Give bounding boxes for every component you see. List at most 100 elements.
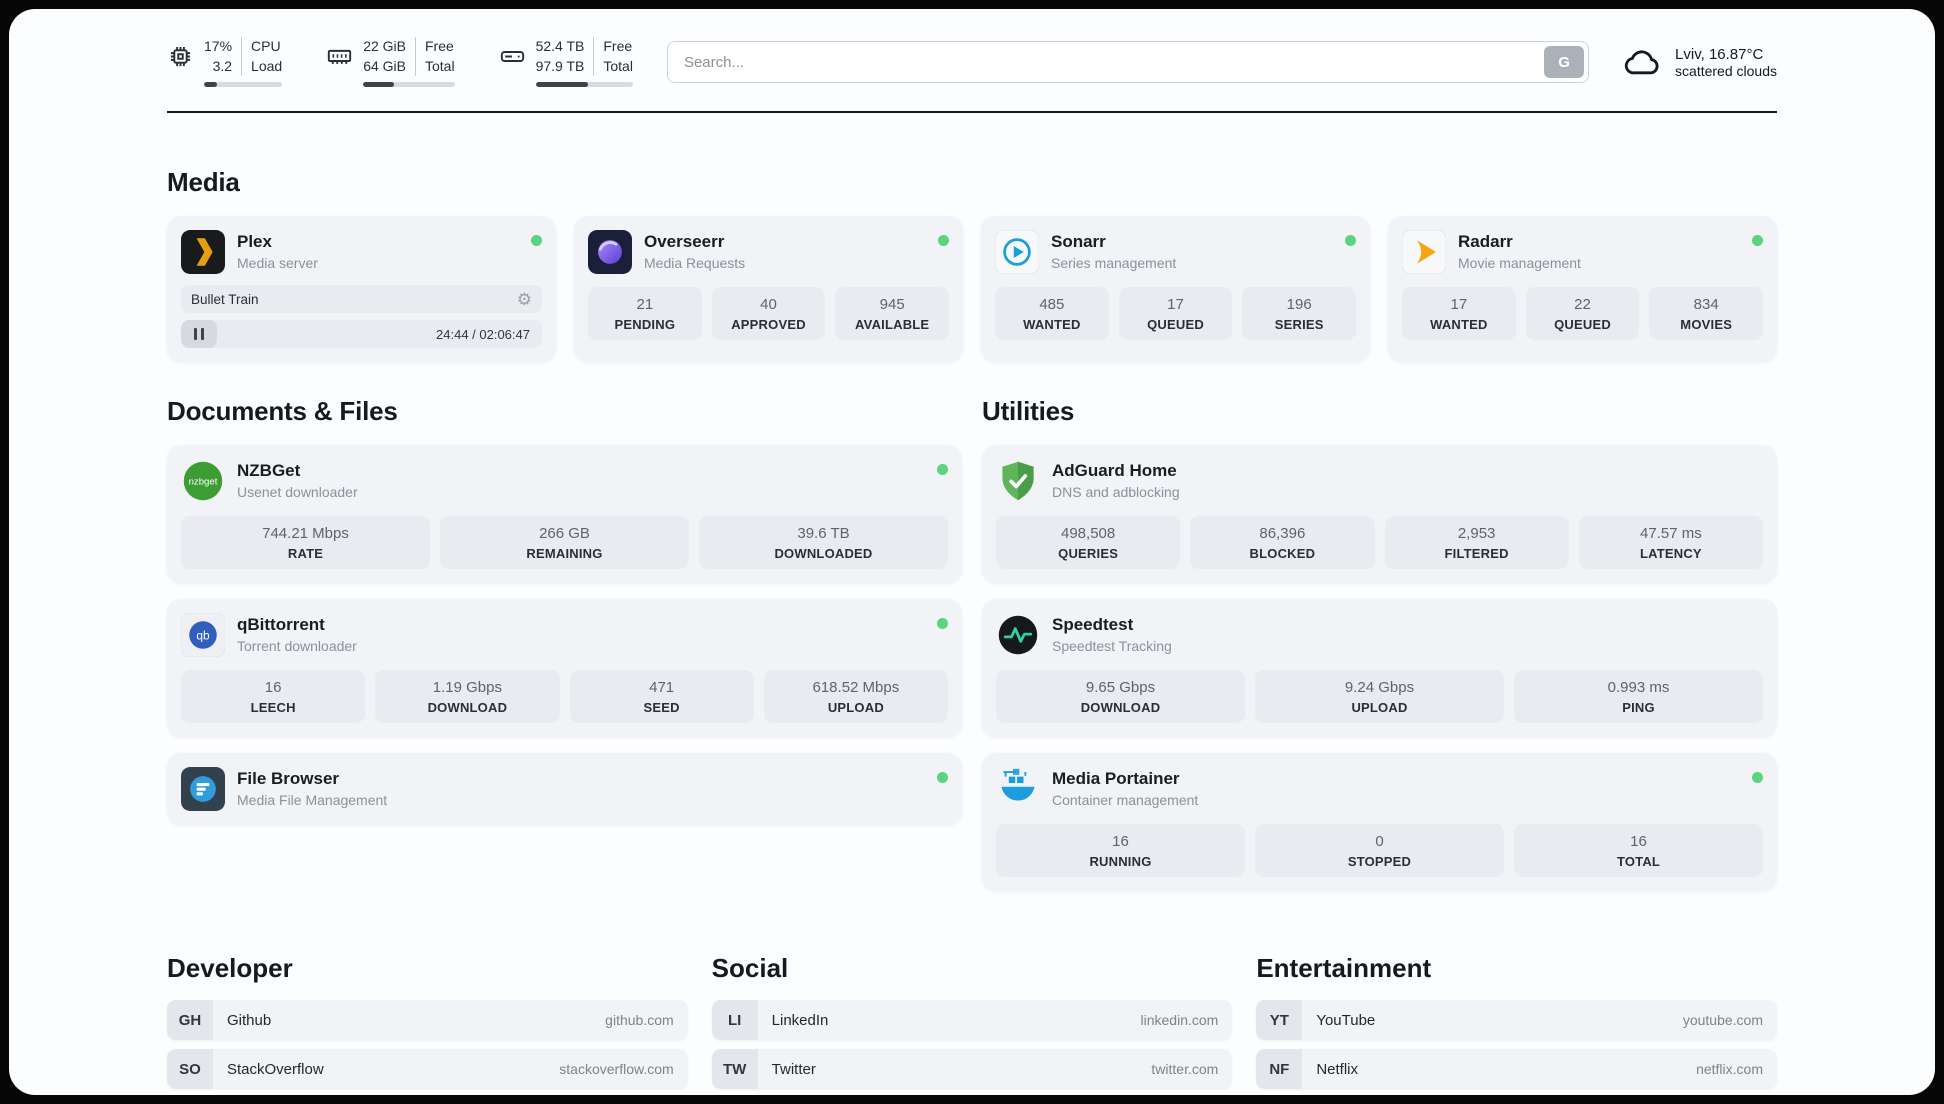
search-input[interactable]	[666, 41, 1590, 84]
cloud-icon	[1624, 50, 1659, 75]
stat-pending: 21 PENDING	[588, 287, 702, 341]
stat-available: 945 AVAILABLE	[835, 287, 950, 341]
developer-group-title: Developer	[167, 953, 293, 984]
netflix-abbr-icon: NF	[1256, 1049, 1303, 1090]
status-dot	[1752, 235, 1763, 247]
app-description: Speedtest Tracking	[1052, 638, 1172, 655]
app-card-portainer[interactable]: Media Portainer Container management 16 …	[982, 753, 1777, 892]
twitter-abbr-icon: TW	[711, 1049, 758, 1090]
app-name: NZBGet	[237, 461, 301, 481]
system-stats: 17% 3.2 CPU Load	[167, 37, 633, 88]
pause-button[interactable]	[181, 320, 217, 349]
cpu-stat: 17% 3.2 CPU Load	[167, 37, 283, 88]
adguard-icon	[996, 459, 1040, 503]
filebrowser-icon	[181, 767, 225, 812]
stat-wanted: 17 WANTED	[1402, 287, 1516, 341]
status-dot	[531, 235, 542, 247]
nzbget-icon: nzbget	[181, 459, 225, 503]
stat-running: 16 RUNNING	[996, 824, 1245, 878]
stat-download: 9.65 Gbps DOWNLOAD	[996, 670, 1245, 724]
search-bar: G	[666, 41, 1590, 84]
playback-progress-bar[interactable]: 24:44 / 02:06:47	[181, 320, 542, 349]
memory-icon	[328, 50, 352, 64]
status-dot	[1345, 235, 1356, 247]
app-name: AdGuard Home	[1052, 461, 1177, 481]
stat-queued: 22 QUEUED	[1525, 287, 1640, 341]
stat-blocked: 86,396 BLOCKED	[1190, 516, 1375, 570]
stat-download: 1.19 Gbps DOWNLOAD	[375, 670, 560, 724]
stat-upload: 618.52 Mbps UPLOAD	[763, 670, 948, 724]
settings-gear-icon[interactable]: ⚙︎	[516, 289, 532, 309]
app-description: Media server	[237, 255, 318, 272]
weather-location: Lviv, 16.87°C	[1675, 45, 1764, 63]
app-card-overseerr[interactable]: Overseerr Media Requests 21 PENDING 40 A…	[574, 216, 963, 363]
youtube-abbr-icon: YT	[1256, 1000, 1303, 1041]
stat-seed: 471 SEED	[569, 670, 754, 724]
cpu-usage-label: CPU	[251, 38, 281, 54]
github-abbr-icon: GH	[167, 1000, 213, 1041]
stat-movies: 834 MOVIES	[1649, 287, 1764, 341]
bookmark-youtube[interactable]: YT YouTube youtube.com	[1256, 1000, 1777, 1041]
plex-now-playing: Bullet Train ⚙︎ 24:44 / 02:06:47	[181, 285, 542, 349]
svg-text:qb: qb	[196, 629, 210, 643]
stat-total: 16 TOTAL	[1514, 824, 1763, 878]
stat-leech: 16 LEECH	[181, 670, 366, 724]
stackoverflow-abbr-icon: SO	[167, 1049, 213, 1090]
app-description: Media File Management	[237, 792, 388, 809]
speedtest-icon	[996, 613, 1040, 657]
app-card-speedtest[interactable]: Speedtest Speedtest Tracking 9.65 Gbps D…	[982, 599, 1777, 738]
bookmark-linkedin[interactable]: LI LinkedIn linkedin.com	[711, 1000, 1233, 1041]
memory-progress-bar	[363, 82, 455, 88]
app-card-sonarr[interactable]: Sonarr Series management 485 WANTED 17 Q…	[981, 216, 1370, 363]
app-card-radarr[interactable]: Radarr Movie management 17 WANTED 22 QUE…	[1388, 216, 1777, 363]
stat-latency: 47.57 ms LATENCY	[1578, 516, 1763, 570]
svg-text:nzbget: nzbget	[189, 477, 218, 488]
app-card-filebrowser[interactable]: File Browser Media File Management	[167, 753, 962, 826]
disk-free-label: Free	[603, 38, 633, 54]
bookmark-group-entertainment: Entertainment YT YouTube youtube.com NF …	[1256, 953, 1777, 1095]
weather-widget[interactable]: Lviv, 16.87°C scattered clouds	[1623, 42, 1777, 82]
overseerr-icon	[588, 230, 632, 275]
cpu-load-label: Load	[251, 57, 283, 74]
bookmark-netflix[interactable]: NF Netflix netflix.com	[1256, 1049, 1777, 1090]
now-playing-title: Bullet Train	[191, 291, 259, 307]
app-description: Series management	[1051, 255, 1177, 272]
app-card-nzbget[interactable]: nzbget NZBGet Usenet downloader 744.21 M…	[167, 445, 962, 584]
cpu-load-value: 3.2	[212, 57, 233, 74]
memory-free-label: Free	[425, 38, 454, 54]
disk-stat: 52.4 TB 97.9 TB Free Total	[499, 37, 633, 88]
stat-rate: 744.21 Mbps RATE	[181, 516, 430, 570]
bookmark-group-social: Social LI LinkedIn linkedin.com TW Twitt…	[711, 953, 1233, 1095]
bookmark-stackoverflow[interactable]: SO StackOverflow stackoverflow.com	[167, 1049, 688, 1090]
section-documents-files: Documents & Files nzbget NZBGet Usenet d	[167, 396, 962, 891]
utilities-section-title: Utilities	[982, 396, 1075, 427]
search-engine-button[interactable]: G	[1544, 46, 1585, 79]
memory-total-label: Total	[425, 57, 455, 74]
disk-total-value: 97.9 TB	[535, 57, 585, 74]
app-card-adguard[interactable]: AdGuard Home DNS and adblocking 498,508 …	[982, 445, 1777, 584]
app-name: qBittorrent	[237, 615, 325, 635]
stat-series: 196 SERIES	[1242, 287, 1357, 341]
app-description: Movie management	[1458, 255, 1581, 272]
radarr-icon	[1402, 230, 1446, 275]
stat-upload: 9.24 Gbps UPLOAD	[1255, 670, 1504, 724]
app-description: Usenet downloader	[237, 484, 358, 501]
bookmark-twitter[interactable]: TW Twitter twitter.com	[711, 1049, 1233, 1090]
app-name: Media Portainer	[1052, 769, 1180, 789]
weather-condition: scattered clouds	[1675, 62, 1777, 79]
app-name: Radarr	[1458, 232, 1513, 252]
app-description: DNS and adblocking	[1052, 484, 1180, 501]
stat-queued: 17 QUEUED	[1118, 287, 1233, 341]
app-card-qbittorrent[interactable]: qb qBittorrent Torrent downloader 16 LEE…	[167, 599, 962, 738]
bookmark-github[interactable]: GH Github github.com	[167, 1000, 688, 1041]
plex-icon	[181, 230, 225, 275]
cpu-icon	[170, 47, 191, 67]
app-description: Torrent downloader	[237, 638, 357, 655]
app-card-plex[interactable]: Plex Media server Bullet Train ⚙︎ 24:44 …	[167, 216, 556, 363]
app-description: Container management	[1052, 792, 1199, 809]
social-group-title: Social	[711, 953, 789, 984]
status-dot	[1752, 772, 1763, 784]
disk-progress-bar	[535, 82, 633, 88]
stat-ping: 0.993 ms PING	[1514, 670, 1763, 724]
media-section-title: Media	[167, 167, 240, 198]
